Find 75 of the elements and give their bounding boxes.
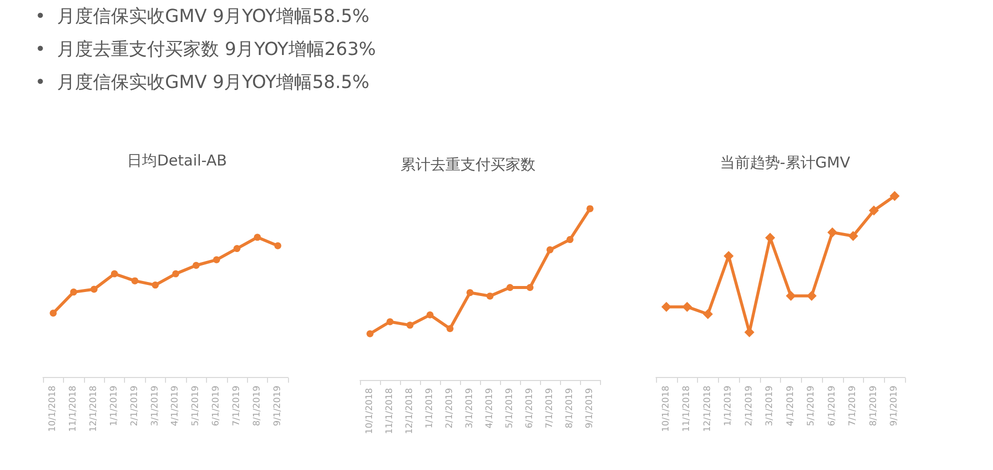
x-tick-label: 6/1/2019 — [525, 388, 535, 428]
x-tick-label: 1/1/2019 — [724, 385, 734, 426]
x-tick-label: 10/1/2018 — [48, 385, 58, 432]
point — [486, 292, 494, 300]
text: • 月度去重支付买家数 9月YOY增幅263% — [35, 38, 377, 62]
x-tick-label: 7/1/2019 — [848, 385, 858, 426]
x-tick-label: 10/1/2018 — [365, 388, 375, 434]
point — [848, 230, 858, 241]
x-tick-label: 6/1/2019 — [212, 385, 222, 426]
x-tick-label: 3/1/2019 — [765, 385, 776, 426]
x-tick-label: 3/1/2019 — [150, 385, 160, 426]
point — [446, 325, 454, 332]
point — [890, 191, 900, 201]
point — [526, 284, 534, 291]
x-tick-label: 11/1/2018 — [68, 385, 79, 432]
x-tick-label: 9/1/2019 — [585, 388, 595, 428]
x-tick-label: 1/1/2019 — [109, 385, 120, 426]
text: • 月度信保实收GMV 9月YOY增幅58.5% — [35, 5, 370, 29]
x-tick-label: 5/1/2019 — [191, 385, 202, 426]
chart-title: 当前趋势-累计GMV — [720, 154, 851, 172]
point — [506, 284, 514, 291]
x-tick-label: 12/1/2018 — [702, 385, 713, 432]
point — [110, 270, 118, 278]
point — [426, 311, 434, 318]
x-tick-label: 7/1/2019 — [545, 388, 555, 428]
point — [254, 234, 261, 241]
chart-title: 日均Detail-AB — [127, 152, 227, 170]
point — [213, 256, 220, 264]
point — [466, 289, 474, 296]
x-tick-label: 1/1/2019 — [425, 388, 435, 428]
point — [702, 309, 713, 320]
point — [70, 288, 78, 296]
text: • 月度信保实收GMV 9月YOY增幅58.5% — [35, 71, 370, 95]
x-tick-label: 12/1/2018 — [89, 385, 100, 432]
point — [90, 286, 98, 293]
x-tick-label: 12/1/2018 — [405, 388, 415, 434]
point — [682, 302, 692, 312]
point — [131, 277, 138, 284]
x-tick-label: 7/1/2019 — [232, 385, 242, 426]
point — [586, 205, 594, 212]
chart-title: 累计去重支付买家数 — [400, 156, 536, 174]
x-tick-label: 8/1/2019 — [252, 385, 262, 426]
x-tick-label: 4/1/2019 — [485, 388, 495, 428]
x-tick-label: 8/1/2019 — [565, 388, 575, 428]
point — [366, 330, 374, 338]
x-tick-label: 6/1/2019 — [827, 385, 838, 426]
x-tick-label: 4/1/2019 — [786, 385, 796, 426]
x-tick-label: 10/1/2018 — [661, 385, 672, 432]
point — [50, 310, 57, 317]
point — [786, 290, 796, 301]
x-tick-label: 2/1/2019 — [445, 388, 455, 428]
point — [566, 236, 574, 244]
x-tick-label: 4/1/2019 — [170, 385, 181, 426]
x-tick-label: 9/1/2019 — [890, 385, 900, 426]
point — [233, 245, 240, 252]
point — [827, 227, 838, 238]
x-tick-label: 8/1/2019 — [868, 385, 879, 426]
point — [172, 270, 180, 278]
point — [546, 246, 554, 254]
point — [274, 242, 282, 250]
x-tick-label: 11/1/2018 — [385, 388, 395, 434]
x-tick-label: 5/1/2019 — [505, 388, 515, 428]
x-tick-label: 9/1/2019 — [272, 385, 283, 426]
x-tick-label: 3/1/2019 — [465, 388, 475, 428]
point — [192, 262, 200, 269]
point — [868, 206, 879, 216]
x-tick-label: 2/1/2019 — [744, 385, 754, 426]
x-tick-label: 2/1/2019 — [130, 385, 140, 426]
point — [386, 318, 394, 326]
point — [406, 322, 414, 329]
x-tick-label: 11/1/2018 — [682, 385, 692, 432]
x-tick-label: 5/1/2019 — [806, 385, 817, 426]
point — [806, 290, 817, 301]
point — [661, 302, 672, 312]
point — [152, 282, 159, 289]
